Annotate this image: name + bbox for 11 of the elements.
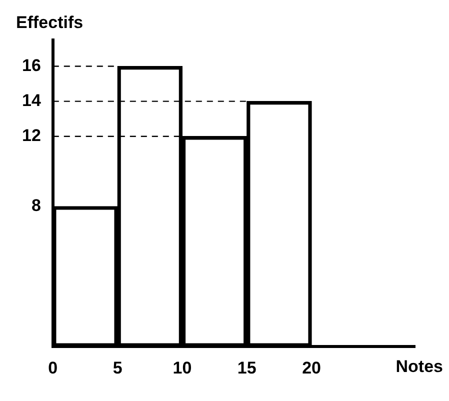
y-tick-label: 12 [22, 126, 41, 146]
y-axis-title: Effectifs [16, 13, 84, 32]
x-tick-label: 20 [302, 358, 322, 378]
x-tick-label: 10 [172, 358, 192, 378]
x-tick-label: 0 [48, 358, 58, 378]
y-tick-label: 16 [22, 56, 41, 75]
x-axis-title: Notes [396, 356, 443, 376]
x-tick-label: 15 [237, 358, 256, 378]
y-tick-label: 8 [31, 196, 41, 216]
x-tick-label: 5 [112, 358, 122, 378]
y-tick-label: 14 [22, 91, 42, 110]
